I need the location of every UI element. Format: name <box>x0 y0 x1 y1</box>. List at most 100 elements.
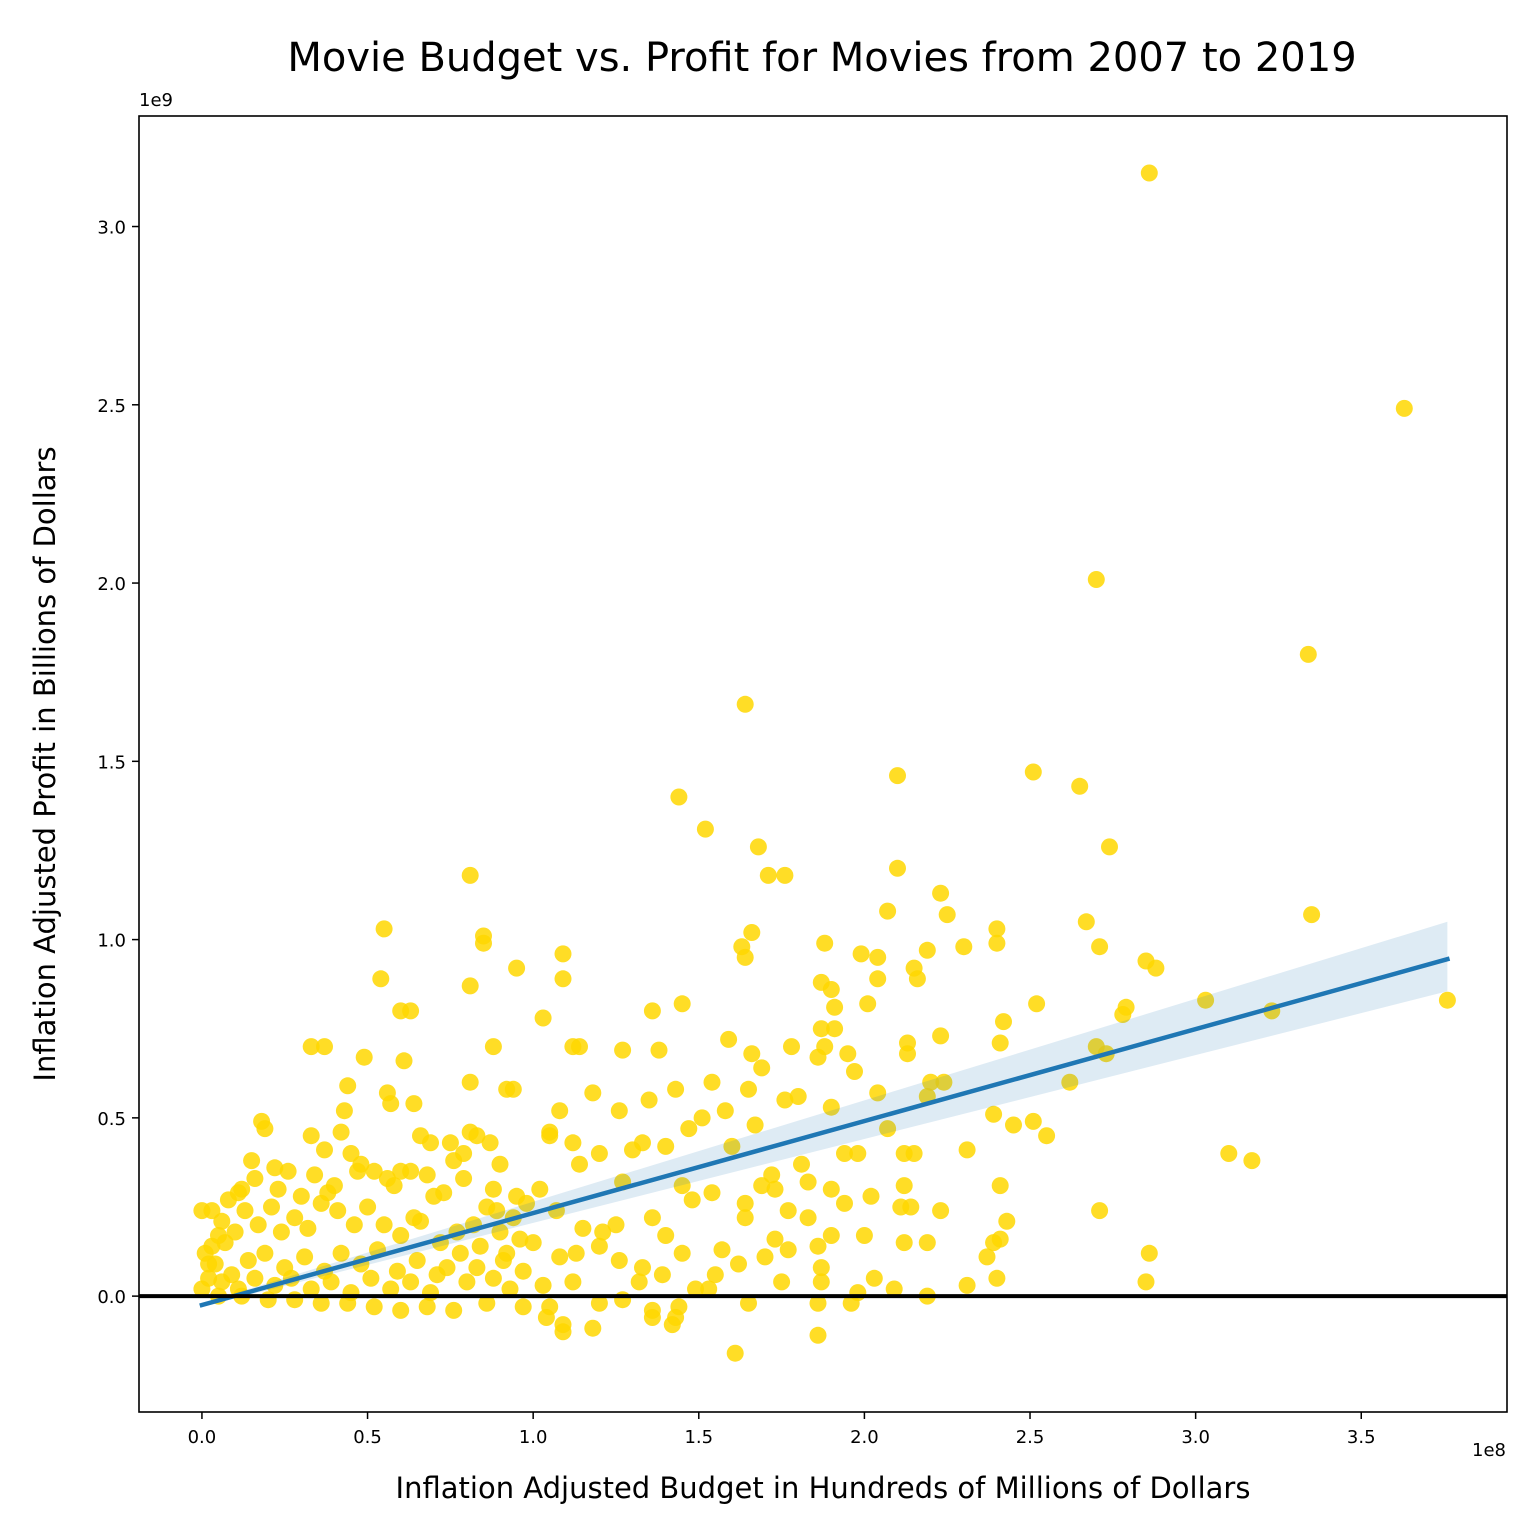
data-point <box>1197 991 1215 1009</box>
y-tick-label: 0.0 <box>97 1287 126 1308</box>
data-point <box>461 1073 479 1091</box>
data-point <box>885 1280 903 1298</box>
data-point <box>402 1273 420 1291</box>
data-point <box>471 1237 489 1255</box>
data-point <box>730 1255 747 1273</box>
data-point <box>1395 399 1413 417</box>
data-point <box>491 1223 509 1241</box>
data-point <box>286 1209 304 1227</box>
data-point <box>776 866 794 884</box>
data-point <box>862 1187 880 1205</box>
data-point <box>412 1212 429 1230</box>
data-point <box>537 1309 555 1326</box>
data-point <box>484 1269 502 1287</box>
data-point <box>395 1052 413 1070</box>
plot-inner <box>193 164 1456 1362</box>
data-point <box>286 1291 304 1309</box>
data-point <box>445 1301 463 1319</box>
x-tick-label: 3.5 <box>1347 1427 1376 1448</box>
x-tick-label: 2.0 <box>850 1427 879 1448</box>
data-point <box>484 1038 502 1056</box>
data-point <box>809 1326 827 1344</box>
data-point <box>889 859 906 877</box>
data-point <box>726 1344 744 1362</box>
x-tick-label: 0.0 <box>188 1427 217 1448</box>
data-point <box>657 1137 675 1155</box>
data-point <box>243 1152 261 1170</box>
data-point <box>1438 991 1456 1009</box>
data-point <box>1140 1244 1158 1262</box>
data-point <box>213 1273 231 1291</box>
data-point <box>899 1045 916 1063</box>
data-point <box>640 1091 658 1109</box>
y-tick-label: 1.5 <box>97 752 126 773</box>
data-point <box>869 1084 887 1102</box>
data-point <box>498 1244 516 1262</box>
data-point <box>488 1202 506 1220</box>
data-point <box>1303 906 1321 924</box>
data-point <box>865 1269 883 1287</box>
data-point <box>895 1177 913 1195</box>
data-point <box>246 1269 264 1287</box>
data-point <box>455 1170 473 1187</box>
data-point <box>985 1234 1003 1252</box>
data-point <box>193 1280 211 1298</box>
data-point <box>574 1219 592 1237</box>
data-point <box>590 1237 608 1255</box>
data-point <box>1101 838 1118 856</box>
data-point <box>382 1280 400 1298</box>
data-point <box>1140 164 1158 182</box>
data-point <box>272 1223 290 1241</box>
chart-title: Movie Budget vs. Profit for Movies from … <box>287 35 1356 81</box>
data-point <box>859 995 877 1013</box>
data-point <box>236 1202 254 1220</box>
data-point <box>643 1209 661 1227</box>
x-tick-label: 1.0 <box>519 1427 548 1448</box>
data-point <box>345 1216 363 1234</box>
data-point <box>355 1048 373 1066</box>
data-point <box>302 1038 320 1056</box>
data-point <box>634 1259 651 1277</box>
data-point <box>753 1059 771 1077</box>
data-point <box>614 1041 632 1059</box>
data-point <box>935 1073 953 1091</box>
data-point <box>756 1248 774 1266</box>
data-point <box>200 1255 218 1273</box>
data-point <box>703 1073 721 1091</box>
data-point <box>809 1048 827 1066</box>
data-point <box>365 1298 383 1316</box>
data-point <box>809 1237 827 1255</box>
y-tick-label: 1.0 <box>97 931 126 952</box>
data-point <box>590 1294 608 1312</box>
data-point <box>554 1323 572 1341</box>
data-point <box>468 1259 486 1277</box>
data-point <box>1024 763 1042 781</box>
data-point <box>895 1234 913 1252</box>
data-point <box>584 1319 602 1337</box>
data-point <box>812 1273 830 1291</box>
data-point <box>1038 1127 1056 1145</box>
data-point <box>375 1216 393 1234</box>
data-point <box>955 938 973 956</box>
data-point <box>1220 1145 1238 1162</box>
data-point <box>799 1209 817 1227</box>
data-point <box>918 941 936 959</box>
data-point <box>932 1202 950 1220</box>
data-point <box>683 1191 701 1209</box>
data-point <box>299 1219 317 1237</box>
data-point <box>266 1159 284 1177</box>
data-point <box>418 1166 436 1184</box>
data-point <box>773 1273 791 1291</box>
data-point <box>723 1137 741 1155</box>
data-point <box>663 1316 681 1334</box>
data-point <box>650 1041 668 1059</box>
data-point <box>643 1002 661 1020</box>
data-point <box>869 970 887 988</box>
data-point <box>226 1223 244 1241</box>
data-point <box>306 1166 324 1184</box>
data-point <box>842 1294 860 1312</box>
data-point <box>673 995 691 1013</box>
data-point <box>534 1276 552 1294</box>
data-point <box>889 767 906 785</box>
data-point <box>610 1102 628 1120</box>
